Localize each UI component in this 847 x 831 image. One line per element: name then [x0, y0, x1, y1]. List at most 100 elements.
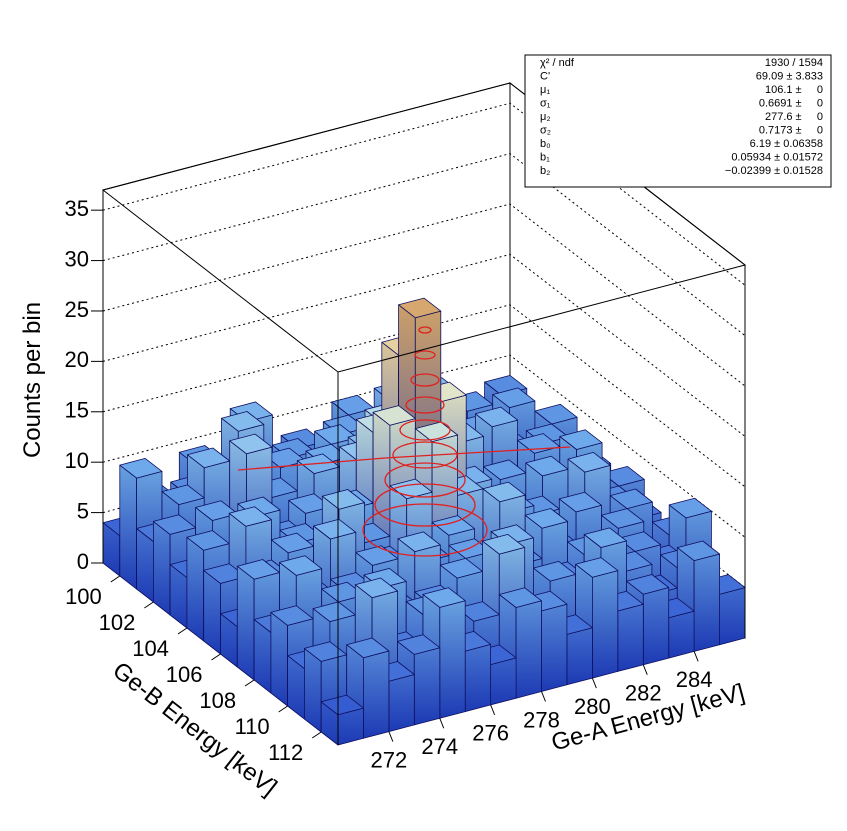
- y-tick-label: 110: [235, 714, 270, 739]
- bar-top: [575, 557, 619, 578]
- bar-top: [558, 491, 602, 513]
- stat-label: σ₂: [540, 125, 551, 137]
- stat-value: 277.6 ± 0: [765, 111, 823, 123]
- y-tick: [311, 731, 322, 739]
- fit-contours: [237, 326, 571, 557]
- x-tick-label: 282: [625, 681, 662, 706]
- axis-labels: 0510152025303527227427627828028228410010…: [65, 196, 713, 772]
- bar-face: [617, 603, 644, 672]
- stat-label: μ₁: [540, 84, 550, 96]
- fit-contour: [392, 441, 458, 469]
- bar-top: [161, 484, 205, 506]
- bar-face: [693, 553, 720, 652]
- y-tick: [110, 575, 121, 583]
- bar-face: [203, 570, 221, 655]
- bar-face: [186, 536, 205, 642]
- bar-top: [414, 421, 459, 443]
- z-tick-label: 0: [77, 549, 89, 574]
- x-tick-label: 276: [472, 721, 509, 746]
- fit-contour: [418, 326, 432, 334]
- stat-label: C': [540, 71, 550, 83]
- bar-face: [541, 603, 568, 692]
- bar-top: [482, 534, 526, 555]
- bar-top: [398, 297, 442, 319]
- y-tick-label: 100: [65, 584, 102, 609]
- stats-box: [524, 54, 832, 188]
- bar-top: [601, 508, 645, 529]
- z-tick-label: 25: [65, 297, 89, 322]
- bar: [320, 694, 364, 746]
- x-tick: [439, 718, 445, 729]
- bar-face: [592, 570, 619, 679]
- fit-contour: [405, 396, 445, 414]
- fit-ridge: [237, 446, 571, 471]
- bar-face: [119, 464, 138, 590]
- z-tick-label: 15: [65, 398, 89, 423]
- bar-top: [354, 577, 398, 599]
- bar-face: [490, 657, 517, 706]
- bar-face: [439, 600, 466, 719]
- x-tick: [388, 731, 394, 742]
- bar-top: [601, 465, 645, 487]
- z-tick-label: 30: [65, 246, 89, 271]
- bar-face: [566, 627, 593, 686]
- z-tick-label: 35: [65, 196, 89, 221]
- bar-top: [397, 531, 441, 552]
- stat-label: σ₁: [540, 98, 551, 110]
- bar-top: [609, 488, 653, 510]
- bar-face: [236, 565, 255, 681]
- frame: [91, 82, 747, 745]
- x-tick: [693, 651, 699, 662]
- y-tick: [244, 679, 255, 687]
- stat-value: 0.05934 ± 0.01572: [731, 152, 823, 164]
- bar-top: [321, 489, 365, 510]
- bar-top: [372, 405, 416, 426]
- z-tick-label: 10: [65, 448, 89, 473]
- z-axis-title: Counts per bin: [19, 302, 46, 458]
- stat-label: μ₂: [540, 111, 551, 123]
- bar-face: [152, 521, 171, 616]
- bar-top: [431, 515, 475, 536]
- stat-value: −0.02399 ± 0.01528: [725, 165, 823, 177]
- stat-value: 6.19 ± 0.06358: [750, 138, 823, 150]
- z-tick-label: 20: [65, 347, 89, 372]
- bar-top: [498, 587, 542, 608]
- x-tick: [642, 664, 648, 675]
- bar-face: [362, 650, 390, 739]
- grid-line: [102, 253, 746, 437]
- stat-label: b₁: [540, 152, 550, 164]
- y-tick: [177, 627, 188, 635]
- bar-top: [559, 429, 603, 450]
- stat-value: 0.6691 ± 0: [759, 98, 823, 110]
- y-tick-label: 104: [132, 636, 169, 661]
- y-tick: [144, 601, 154, 609]
- frame-edge: [102, 82, 747, 563]
- stat-label: b₂: [540, 165, 550, 177]
- fit-contour: [384, 462, 466, 498]
- bar-top: [617, 531, 661, 552]
- bars: [102, 297, 746, 746]
- y-tick-label: 102: [99, 610, 136, 635]
- bar-top: [397, 634, 441, 655]
- z-tick-label: 5: [77, 498, 89, 523]
- stat-label: b₀: [540, 138, 551, 150]
- y-tick: [211, 653, 221, 661]
- y-tick-label: 106: [166, 662, 203, 687]
- bar-top: [313, 518, 357, 540]
- x-tick: [541, 691, 546, 702]
- grid-line: [102, 304, 746, 488]
- stats-rows: χ² / ndf 1930 / 1594 C' 69.09 ± 3.833 μ₁ 106.…: [540, 57, 823, 177]
- bar-top: [668, 497, 712, 519]
- y-tick: [278, 705, 288, 713]
- fit-contour: [362, 503, 488, 557]
- bar-top: [346, 637, 390, 659]
- bar-face: [303, 648, 322, 733]
- stat-value: 0.7173 ± 0: [759, 125, 823, 137]
- fit-contour: [399, 419, 451, 441]
- bar-face: [515, 600, 542, 699]
- bar-top: [422, 587, 466, 608]
- y-tick-label: 112: [268, 740, 303, 765]
- grid-line: [102, 153, 746, 336]
- grid-line: [102, 203, 746, 387]
